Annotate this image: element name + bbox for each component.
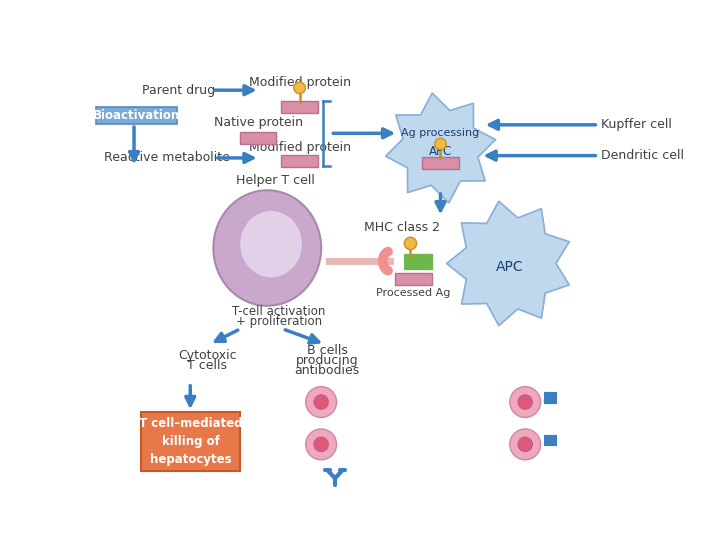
Text: antibodies: antibodies — [295, 364, 360, 377]
FancyBboxPatch shape — [395, 273, 432, 285]
Circle shape — [518, 437, 532, 452]
Circle shape — [435, 138, 446, 150]
Text: Modified protein: Modified protein — [249, 76, 351, 89]
Text: Reactive metabolite: Reactive metabolite — [104, 151, 230, 164]
Text: MHC class 2: MHC class 2 — [364, 221, 440, 234]
Ellipse shape — [214, 190, 321, 306]
Circle shape — [305, 429, 337, 460]
Text: Helper T cell: Helper T cell — [235, 174, 315, 187]
Polygon shape — [447, 201, 569, 326]
Text: Cytotoxic: Cytotoxic — [178, 349, 237, 362]
FancyBboxPatch shape — [141, 412, 240, 471]
Circle shape — [404, 237, 416, 249]
Circle shape — [518, 395, 532, 409]
Circle shape — [305, 387, 337, 418]
Text: Parent drug: Parent drug — [142, 84, 215, 97]
Text: Processed Ag: Processed Ag — [376, 288, 451, 298]
Ellipse shape — [240, 210, 303, 278]
Text: + proliferation: + proliferation — [235, 315, 322, 328]
Text: T-cell activation: T-cell activation — [232, 305, 325, 318]
Text: Dendritic cell: Dendritic cell — [601, 149, 684, 162]
Circle shape — [314, 395, 328, 409]
Text: T cell–mediated
killing of
hepatocytes: T cell–mediated killing of hepatocytes — [139, 417, 243, 466]
Circle shape — [510, 387, 541, 418]
Text: Bioactivation: Bioactivation — [93, 109, 180, 122]
Text: Kupffer cell: Kupffer cell — [601, 119, 672, 131]
Circle shape — [294, 82, 305, 94]
Text: Ag processing: Ag processing — [402, 127, 479, 138]
FancyBboxPatch shape — [281, 101, 318, 113]
Text: APC: APC — [496, 260, 524, 274]
Text: producing: producing — [296, 354, 358, 367]
FancyBboxPatch shape — [281, 155, 318, 167]
Circle shape — [510, 429, 541, 460]
FancyBboxPatch shape — [422, 157, 459, 169]
Text: APC: APC — [429, 145, 452, 158]
FancyBboxPatch shape — [96, 107, 177, 124]
Circle shape — [314, 437, 328, 452]
Text: B cells: B cells — [307, 344, 348, 357]
Text: Native protein: Native protein — [214, 116, 303, 129]
FancyBboxPatch shape — [240, 132, 276, 144]
Text: T cells: T cells — [187, 359, 227, 372]
Text: Modified protein: Modified protein — [249, 141, 351, 154]
Polygon shape — [386, 93, 496, 203]
